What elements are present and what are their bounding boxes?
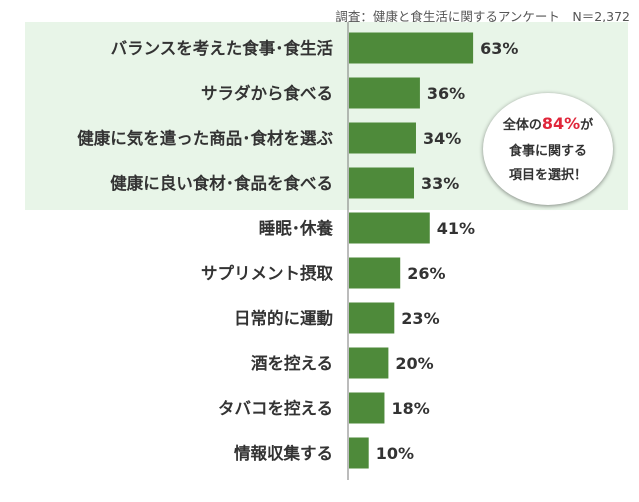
value-label: 23% bbox=[401, 309, 439, 328]
bar bbox=[349, 347, 389, 379]
callout-highlight-percent: 84% bbox=[541, 114, 581, 134]
category-label: タバコを控える bbox=[218, 398, 333, 418]
bar bbox=[349, 122, 416, 154]
survey-note: 調査：健康と食生活に関するアンケート N＝2,372 bbox=[335, 9, 630, 24]
bar bbox=[349, 212, 430, 244]
category-label: 情報収集する bbox=[234, 443, 333, 463]
category-label: 健康に良い食材･食品を食べる bbox=[110, 173, 333, 193]
summary-callout: 全体の84%が 食事に関する 項目を選択！ bbox=[483, 93, 613, 205]
value-label: 36% bbox=[427, 84, 465, 103]
category-label: サプリメント摂取 bbox=[201, 263, 334, 283]
category-label: 睡眠･休養 bbox=[259, 218, 334, 238]
category-label: バランスを考えた食事･食生活 bbox=[111, 38, 334, 58]
callout-line-2: 食事に関する bbox=[508, 143, 587, 159]
category-label: サラダから食べる bbox=[201, 83, 333, 103]
value-label: 41% bbox=[437, 219, 475, 238]
callout-line-3: 項目を選択！ bbox=[508, 168, 587, 184]
category-label: 日常的に運動 bbox=[234, 308, 333, 328]
bar bbox=[349, 437, 369, 469]
value-label: 26% bbox=[407, 264, 445, 283]
bar bbox=[349, 167, 415, 199]
bar bbox=[349, 257, 401, 289]
value-label: 20% bbox=[395, 354, 433, 373]
bar bbox=[349, 392, 385, 424]
value-label: 63% bbox=[480, 39, 518, 58]
bar bbox=[349, 77, 420, 109]
category-label: 健康に気を遣った商品･食材を選ぶ bbox=[77, 128, 333, 148]
value-label: 34% bbox=[423, 129, 461, 148]
value-label: 18% bbox=[391, 399, 429, 418]
bar bbox=[349, 302, 395, 334]
bar bbox=[349, 32, 474, 64]
value-label: 33% bbox=[421, 174, 459, 193]
callout-line-1: 全体の84%が bbox=[502, 114, 594, 134]
category-label: 酒を控える bbox=[251, 353, 333, 373]
value-label: 10% bbox=[376, 444, 414, 463]
